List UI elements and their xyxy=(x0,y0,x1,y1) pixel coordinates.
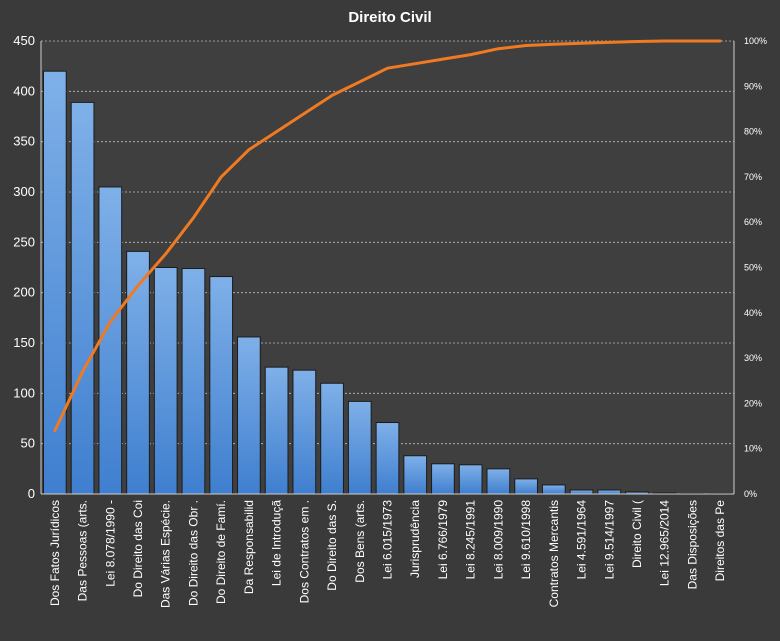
x-category-label: Direitos das Pe xyxy=(713,500,727,582)
x-category-label: Dos Bens (arts. xyxy=(353,500,367,583)
bar xyxy=(514,478,538,495)
bar xyxy=(431,463,455,495)
bar xyxy=(458,464,483,495)
cumulative-line xyxy=(53,39,722,433)
x-category-label: Lei de Introduçã xyxy=(270,500,284,586)
x-category-label: Direito Civil ( xyxy=(630,500,644,568)
x-category-label: Lei 12.965/2014 xyxy=(658,500,672,586)
x-category-label: Dos Contratos em . xyxy=(297,500,311,603)
x-category-label: Lei 6.766/1979 xyxy=(436,500,450,580)
bar xyxy=(98,186,123,495)
cumulative-line-series xyxy=(53,39,722,433)
bar xyxy=(209,276,234,495)
y-tick-label-right: 70% xyxy=(744,172,762,182)
x-category-label: Lei 6.015/1973 xyxy=(381,500,395,580)
bar xyxy=(264,366,289,495)
x-category-label: Das Pessoas (arts. xyxy=(76,500,90,601)
bar xyxy=(597,489,622,495)
y-tick-label-left: 400 xyxy=(13,83,35,98)
y-tick-label-left: 200 xyxy=(13,285,35,300)
y-tick-label-right: 60% xyxy=(744,217,762,227)
bar xyxy=(375,422,400,495)
y-tick-label-left: 300 xyxy=(13,184,35,199)
x-category-label: Lei 9.514/1997 xyxy=(602,500,616,580)
y-tick-label-left: 150 xyxy=(13,335,35,350)
x-category-label: Jurisprudência xyxy=(408,500,422,578)
x-category-label: Lei 8.078/1990 - xyxy=(103,500,117,587)
x-category-label: Dos Fatos Jurídicos xyxy=(48,500,62,606)
y-tick-label-right: 50% xyxy=(744,263,762,273)
y-tick-label-left: 250 xyxy=(13,234,35,249)
x-category-label: Da Responsabilid xyxy=(242,500,256,594)
y-tick-label-right: 30% xyxy=(744,353,762,363)
axes: 0 50 100 150 200 250 300 350 400 450 0% 10% 20% 30% 40… xyxy=(13,33,767,608)
x-category-label: Das Várias Espécie. xyxy=(159,500,173,608)
x-category-label: Do Direito de Famí. xyxy=(214,500,228,604)
x-category-label: Das Disposições xyxy=(685,500,699,589)
x-category-label: Contratos Mercantis xyxy=(547,500,561,607)
bar xyxy=(153,267,178,495)
x-category-label: Do Direito das Coi xyxy=(131,500,145,597)
y-tick-label-right: 20% xyxy=(744,398,762,408)
bar xyxy=(70,101,95,495)
bar xyxy=(403,455,428,495)
bar-series xyxy=(42,70,733,495)
y-tick-label-left: 450 xyxy=(13,33,35,48)
y-tick-label-left: 0 xyxy=(28,486,35,501)
y-tick-label-right: 90% xyxy=(744,81,762,91)
bar xyxy=(541,484,566,495)
y-tick-label-left: 100 xyxy=(13,385,35,400)
bar xyxy=(237,336,261,495)
x-category-label: Lei 8.009/1990 xyxy=(491,500,505,580)
y-tick-label-right: 80% xyxy=(744,127,762,137)
x-category-label: Lei 8.245/1991 xyxy=(464,500,478,580)
y-tick-label-right: 40% xyxy=(744,308,762,318)
x-category-label: Lei 4.591/1964 xyxy=(575,500,589,580)
bar xyxy=(292,369,317,495)
y-tick-label-right: 10% xyxy=(744,444,762,454)
y-tick-label-right: 0% xyxy=(744,489,757,499)
bar xyxy=(486,468,511,495)
x-category-label: Do Direito das Obr . xyxy=(186,500,200,606)
chart-title: Direito Civil xyxy=(348,9,431,26)
y-tick-label-right: 100% xyxy=(744,36,767,46)
bar xyxy=(347,400,372,495)
y-tick-label-left: 50 xyxy=(21,436,35,451)
bar xyxy=(320,382,344,495)
bar xyxy=(181,268,206,495)
y-tick-label-left: 350 xyxy=(13,134,35,149)
x-category-label: Lei 9.610/1998 xyxy=(519,500,533,580)
x-category-label: Do Direito das S. xyxy=(325,500,339,591)
bar xyxy=(569,489,594,495)
